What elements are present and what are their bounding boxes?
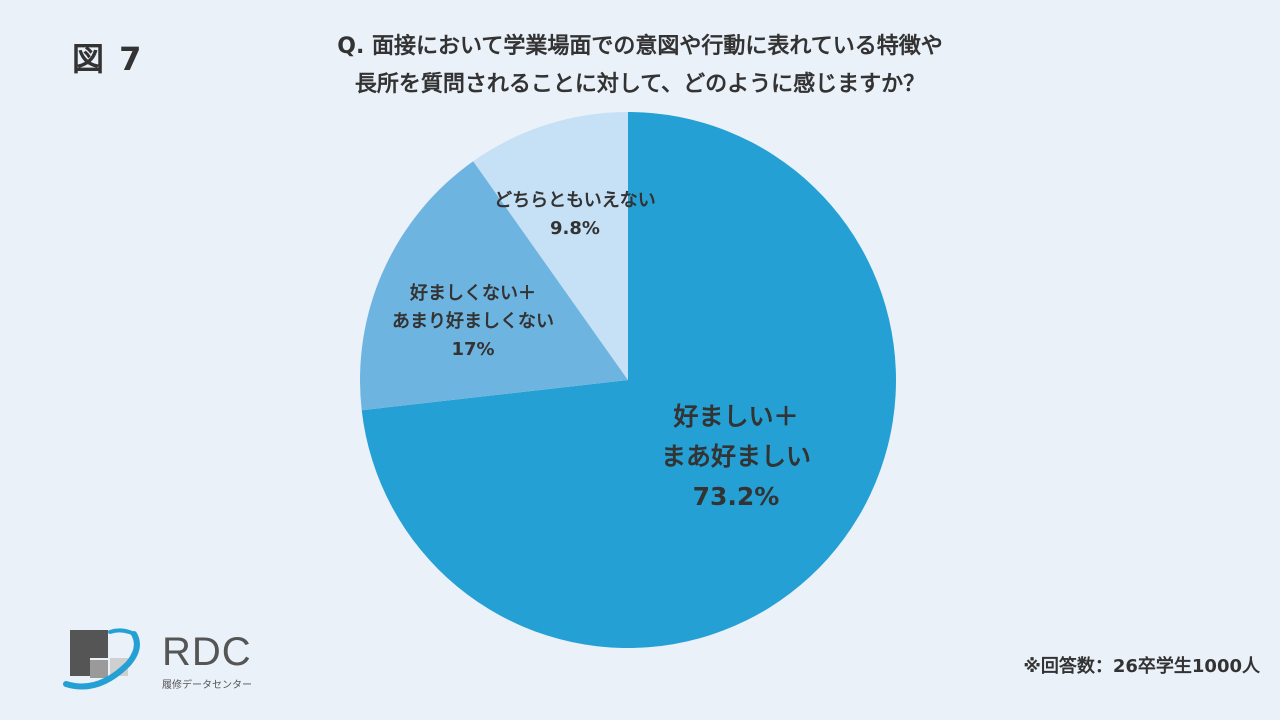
slice-value-label-2: 9.8% [550, 218, 600, 239]
slice-label-1: 好ましくない＋ [409, 282, 536, 304]
logo-name: RDC [162, 630, 252, 674]
rdc-logo: RDC 履修データセンター [62, 624, 272, 700]
question-line-2: 長所を質問されることに対して、どのように感じますか？ [354, 72, 926, 97]
pie-slice-0 [361, 112, 896, 649]
slice-value-label-1: 17% [451, 339, 494, 360]
figure-label: 図 7 [72, 40, 144, 78]
rdc-logo-icon [63, 628, 140, 690]
pie-slice-1 [360, 161, 628, 411]
logo-subtitle: 履修データセンター [162, 680, 252, 691]
question-title: Q. 面接において学業場面での意図や行動に表れている特徴や 長所を質問されること… [230, 28, 1050, 104]
slice-label-1: あまり好ましくない [392, 310, 554, 332]
question-line-1: Q. 面接において学業場面での意図や行動に表れている特徴や [337, 34, 943, 59]
footnote: ※回答数：26卒学生1000人 [1023, 656, 1260, 677]
slice-label-0: まあ好ましい [661, 442, 811, 471]
slice-label-2: どちらともいえない [494, 190, 656, 211]
slice-label-0: 好ましい＋ [672, 402, 798, 431]
slice-value-label-0: 73.2% [693, 482, 780, 511]
pie-slice-2 [473, 112, 628, 380]
